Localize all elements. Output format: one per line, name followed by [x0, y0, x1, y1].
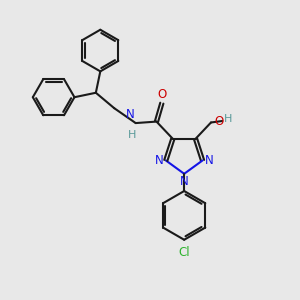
Text: N: N	[125, 108, 134, 121]
Text: O: O	[214, 116, 224, 128]
Text: O: O	[157, 88, 167, 101]
Text: N: N	[180, 175, 189, 188]
Text: Cl: Cl	[178, 246, 190, 259]
Text: H: H	[224, 114, 232, 124]
Text: N: N	[205, 154, 214, 167]
Text: N: N	[155, 154, 164, 167]
Text: H: H	[128, 130, 136, 140]
